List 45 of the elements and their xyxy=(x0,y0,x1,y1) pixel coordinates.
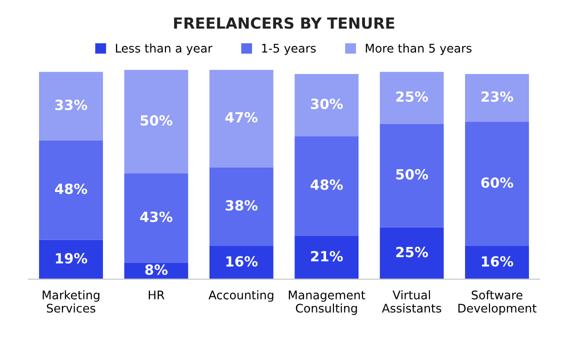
data-label: 19% xyxy=(56,253,88,264)
data-label: 33% xyxy=(55,100,88,110)
legend-label: Less than a year xyxy=(116,44,212,55)
bar xyxy=(124,173,188,263)
data-label: 16% xyxy=(226,256,258,267)
data-label: 48% xyxy=(55,184,88,194)
x-tick-label: HR xyxy=(148,290,164,300)
data-label: 50% xyxy=(396,169,428,180)
legend-label: 1-5 years xyxy=(262,44,316,55)
x-tick-label: Marketing Services xyxy=(42,290,100,313)
data-label: 47% xyxy=(225,112,258,123)
data-label: 38% xyxy=(226,200,258,211)
data-label: 43% xyxy=(140,212,172,222)
bar xyxy=(124,70,188,174)
data-label: 21% xyxy=(311,250,343,262)
bar xyxy=(380,124,444,228)
chart-title: FREELANCERS BY TENURE xyxy=(174,17,394,29)
data-label: 60% xyxy=(481,177,514,188)
data-label: 25% xyxy=(396,91,428,102)
x-tick-label: Software Development xyxy=(458,290,536,315)
x-tick-label: Management Consulting xyxy=(288,290,366,315)
data-label: 23% xyxy=(481,91,514,102)
data-label: 16% xyxy=(482,256,514,267)
x-tick-label: Accounting xyxy=(208,290,274,302)
bar xyxy=(465,74,529,122)
data-label: 30% xyxy=(310,98,343,110)
bar xyxy=(39,72,103,140)
bar xyxy=(39,240,103,280)
bar xyxy=(209,246,274,280)
bar xyxy=(294,236,359,280)
bar xyxy=(209,70,274,168)
data-label: 50% xyxy=(140,115,172,126)
bar xyxy=(465,246,529,280)
x-tick-label: Virtual Assistants xyxy=(382,290,442,313)
data-label: 48% xyxy=(310,179,343,190)
data-label: 8% xyxy=(145,264,168,275)
bar xyxy=(294,136,359,236)
bar xyxy=(209,167,274,246)
legend-label: More than 5 years xyxy=(366,44,472,55)
data-label: 25% xyxy=(396,246,428,258)
bar xyxy=(380,227,444,280)
bar xyxy=(294,74,359,136)
bar xyxy=(39,140,103,240)
bar xyxy=(380,72,444,124)
bar xyxy=(465,122,529,246)
